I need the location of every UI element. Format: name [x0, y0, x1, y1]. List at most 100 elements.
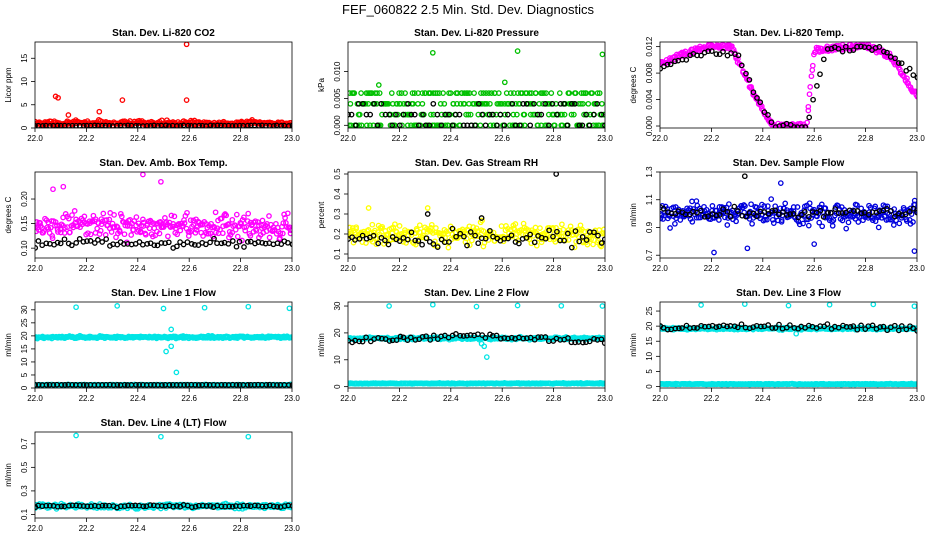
panel-title: Stan. Dev. Line 3 Flow: [736, 288, 841, 299]
data-point: [217, 226, 223, 233]
data-point: [386, 338, 393, 344]
data-point: [399, 122, 405, 128]
data-point: [668, 210, 675, 217]
data-point: [490, 122, 497, 128]
data-point: [457, 122, 463, 128]
data-point: [85, 230, 91, 237]
data-point: [119, 97, 126, 103]
data-point: [244, 239, 251, 245]
data-point: [881, 48, 887, 55]
data-point: [869, 215, 876, 221]
y-tick-label: 15: [20, 53, 29, 62]
data-point: [108, 229, 115, 235]
data-point: [724, 209, 731, 215]
data-point: [701, 213, 708, 220]
data-point: [369, 90, 375, 96]
data-point: [698, 302, 704, 308]
data-point: [862, 326, 869, 332]
data-point: [426, 122, 433, 128]
data-point: [163, 218, 170, 225]
data-point: [168, 326, 175, 333]
data-point: [501, 122, 508, 128]
data-point: [579, 234, 586, 240]
data-point: [469, 237, 475, 244]
data-point: [847, 324, 854, 330]
data-point: [820, 214, 827, 220]
data-point: [429, 302, 436, 308]
data-point: [693, 198, 700, 204]
data-point: [168, 343, 175, 350]
data-point: [554, 111, 560, 118]
data-point: [424, 205, 431, 211]
y-tick-label: 0.008: [645, 63, 654, 84]
data-point: [800, 220, 806, 227]
data-point: [906, 208, 913, 215]
data-point: [117, 210, 124, 217]
data-point: [69, 381, 76, 388]
data-point: [805, 107, 812, 114]
data-point: [850, 47, 857, 53]
data-point: [556, 90, 563, 96]
data-point: [602, 231, 605, 237]
x-tick-label: 22.6: [494, 264, 510, 273]
data-point: [826, 302, 833, 308]
data-point: [738, 62, 745, 69]
data-point: [140, 172, 146, 178]
data-points: [660, 302, 917, 388]
data-point: [226, 228, 233, 235]
data-point: [911, 248, 917, 254]
data-point: [694, 325, 700, 331]
data-point: [708, 48, 715, 54]
data-point: [824, 210, 831, 216]
data-points: [660, 173, 917, 256]
data-point: [375, 82, 382, 88]
data-point: [493, 332, 500, 339]
data-point: [367, 122, 373, 128]
data-point: [163, 348, 169, 355]
data-point: [415, 238, 422, 244]
data-point: [226, 503, 233, 510]
data-point: [461, 233, 467, 240]
data-point: [223, 212, 230, 219]
data-point: [775, 211, 782, 218]
data-point: [602, 111, 605, 118]
data-point: [504, 111, 511, 118]
data-point: [41, 228, 47, 234]
data-point: [579, 122, 586, 128]
data-point: [254, 219, 261, 225]
data-point: [278, 241, 285, 247]
data-point: [731, 323, 738, 330]
data-point: [62, 382, 68, 388]
data-point: [514, 111, 520, 118]
data-point: [80, 382, 87, 388]
x-tick-label: 22.8: [546, 394, 562, 403]
plot-frame: [659, 41, 918, 129]
panel-title: Stan. Dev. Amb. Box Temp.: [99, 158, 227, 169]
y-tick-label: 0: [20, 125, 29, 130]
data-point: [586, 122, 593, 128]
data-point: [475, 228, 482, 235]
data-point: [207, 239, 213, 246]
data-point: [713, 212, 720, 219]
data-point: [389, 234, 396, 240]
data-point: [724, 52, 731, 59]
data-point: [790, 211, 797, 217]
data-point: [211, 235, 217, 242]
data-point: [872, 203, 879, 210]
data-point: [189, 504, 195, 511]
data-point: [560, 226, 567, 233]
data-point: [73, 240, 80, 246]
data-point: [599, 303, 605, 309]
data-point: [892, 213, 898, 220]
data-point: [147, 502, 154, 508]
data-point: [440, 90, 446, 96]
data-point: [146, 225, 153, 232]
data-point: [142, 231, 149, 238]
data-point: [419, 333, 426, 340]
y-tick-label: 0: [645, 384, 654, 389]
data-point: [165, 239, 172, 246]
data-point: [472, 232, 478, 239]
data-point: [360, 100, 366, 107]
data-point: [757, 99, 764, 106]
data-point: [137, 228, 144, 235]
